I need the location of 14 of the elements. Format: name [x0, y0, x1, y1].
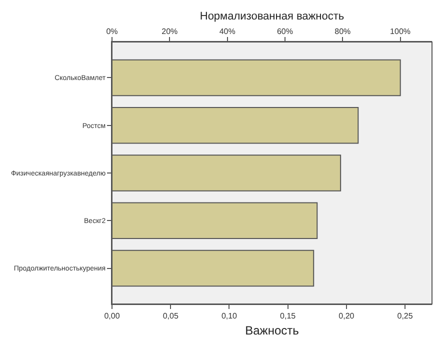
x-tick-label: 0,10 [221, 312, 238, 321]
x2-axis-title: Нормализованная важность [200, 10, 344, 22]
x2-tick-label: 20% [162, 26, 178, 36]
x-tick-label: 0,05 [162, 312, 179, 321]
x-tick-label: 0,15 [280, 312, 296, 321]
x-tick-label: 0,00 [104, 312, 120, 321]
x2-tick-label: 40% [219, 26, 236, 36]
x2-tick-label: 80% [334, 26, 351, 36]
x2-tick-label: 60% [276, 26, 293, 36]
x-axis-title: Важность [245, 324, 299, 338]
x2-tick-label: 0% [106, 26, 118, 36]
x2-tick-label: 100% [390, 26, 411, 36]
x-tick-label: 0,20 [338, 312, 355, 321]
x-tick-label: 0,25 [397, 312, 414, 321]
